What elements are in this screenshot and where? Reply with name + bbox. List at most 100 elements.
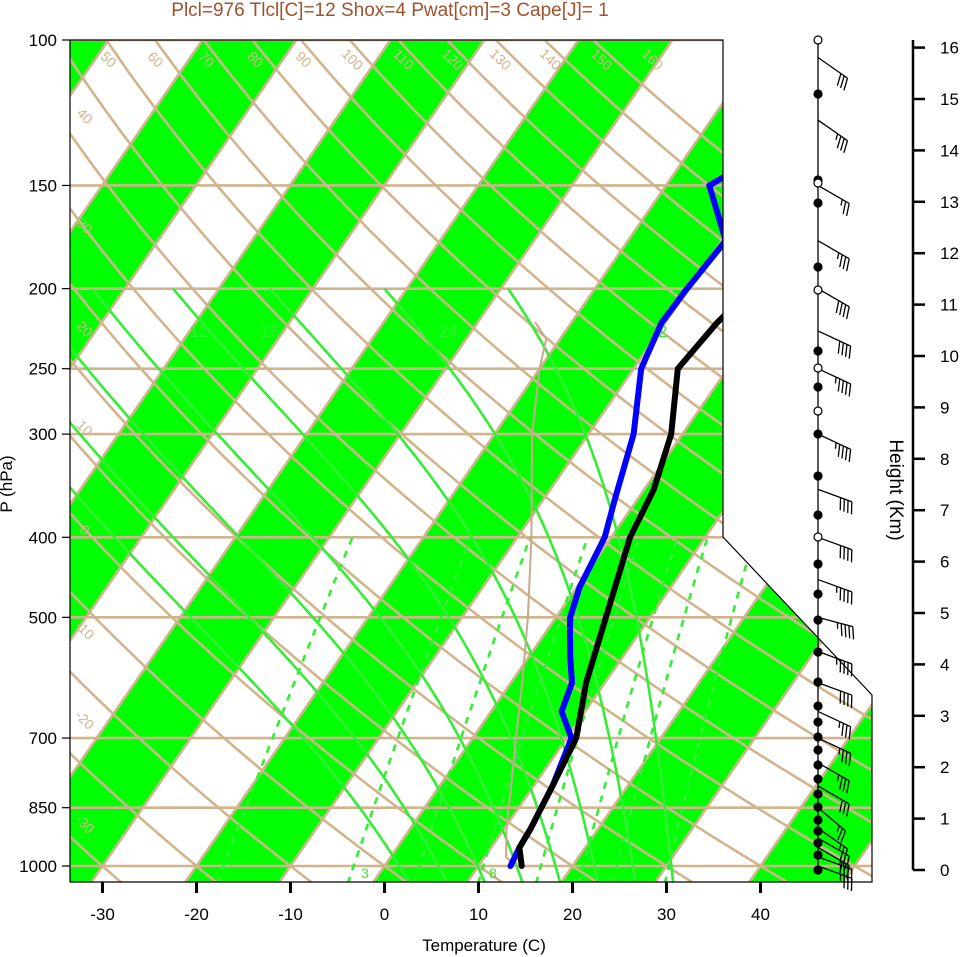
wind-barb-staff — [817, 837, 850, 857]
wind-barb-staff — [817, 240, 850, 260]
moist-adiabat-label: 16 — [261, 322, 280, 341]
wind-barb-half-feather — [834, 442, 837, 449]
pressure-tick-label: 100 — [29, 31, 57, 50]
y-axis-title: P (hPa) — [0, 455, 16, 512]
height-tick-label: 15 — [940, 90, 959, 109]
wind-barb-staff — [817, 737, 851, 754]
isotherm-band — [548, 40, 872, 882]
temperature-tick-label: -20 — [184, 905, 209, 924]
dry-adiabat-side-label: 40 — [74, 105, 96, 127]
isotherm-band — [172, 40, 872, 882]
isotherm-line — [0, 2, 41, 900]
pressure-tick-label: 200 — [29, 280, 57, 299]
pressure-tick-label: 1000 — [19, 857, 57, 876]
wind-barb-staff — [817, 433, 851, 450]
isotherm-line — [77, 40, 700, 882]
wind-barb-staff — [817, 536, 853, 551]
isotherm-label: 0 — [727, 458, 749, 480]
height-tick-label: 8 — [940, 450, 949, 469]
wind-barb-half-feather — [838, 748, 841, 755]
height-tick-label: 4 — [940, 655, 949, 674]
wind-barb-staff — [817, 785, 850, 805]
pressure-tick-label: 700 — [29, 729, 57, 748]
wind-barb-feather — [842, 256, 847, 270]
temperature-axis: -30 -20 -10 0 10 20 30 40 — [90, 882, 770, 924]
height-marker — [813, 178, 823, 188]
wind-barb-feather — [839, 861, 843, 875]
pressure-tick-label: 250 — [29, 360, 57, 379]
dry-adiabat-line — [70, 40, 530, 882]
wind-barb-feather — [842, 801, 847, 815]
temperature-tick-label: -10 — [278, 905, 303, 924]
moist-adiabat-line — [70, 287, 412, 882]
wind-barb-staff — [817, 650, 853, 665]
wind-barb-feather — [837, 378, 841, 392]
wind-barb-feather — [841, 342, 845, 356]
wind-barb-feather — [844, 624, 847, 638]
wind-barb-feather — [839, 75, 845, 89]
height-tick-label: 7 — [940, 501, 949, 520]
isotherm-line — [171, 40, 794, 882]
wind-barb-feather — [837, 828, 844, 841]
wind-barb-feather — [839, 799, 843, 813]
wind-barb-feather — [836, 73, 842, 86]
height-marker — [813, 774, 823, 784]
height-marker — [813, 717, 823, 727]
temperature-tick-label: 40 — [751, 905, 770, 924]
height-marker — [813, 89, 823, 99]
height-marker — [813, 865, 823, 875]
dry-adiabat-line — [269, 40, 872, 882]
wind-barb-staff — [817, 682, 853, 696]
wind-barb-feather — [841, 749, 845, 763]
wind-barb-half-feather — [838, 844, 842, 851]
wind-barb-feather — [839, 776, 843, 790]
mixing-ratio-line — [577, 536, 679, 882]
isotherm-band — [70, 40, 511, 882]
dry-adiabat-line — [70, 40, 872, 882]
height-marker — [813, 532, 823, 542]
dry-adiabat-line — [70, 40, 433, 882]
sounding-indices-header: Plcl=976 Tlcl[C]=12 Shox=4 Pwat[cm]=3 Ca… — [171, 0, 608, 21]
wind-barb-feather — [842, 304, 847, 318]
isotherm-label: 30 — [723, 124, 753, 154]
temperature-tick-label: 30 — [657, 905, 676, 924]
wind-barb-staff — [817, 330, 851, 347]
isotherm-line — [641, 40, 872, 882]
wind-barb-feather — [837, 444, 841, 457]
wind-barb-feather — [839, 846, 845, 859]
wind-barb-column — [813, 35, 855, 891]
height-marker — [813, 802, 823, 812]
wind-barb-feather — [843, 140, 849, 154]
wind-barb-feather — [846, 258, 850, 272]
mixing-ratio-line — [663, 536, 756, 882]
height-tick-label: 16 — [940, 39, 959, 58]
wind-barb-staff — [817, 807, 846, 832]
height-tick-label: 1 — [940, 810, 949, 829]
height-marker — [813, 838, 823, 848]
mixing-ratio-line — [346, 536, 472, 882]
wind-barb-feather — [846, 780, 850, 794]
dry-adiabat-line — [0, 2, 45, 900]
wind-barb-feather — [846, 855, 850, 869]
dry-adiabat-line — [80, 40, 872, 882]
height-marker — [813, 262, 823, 272]
moist-adiabat-line — [70, 287, 449, 882]
moist-adiabat-line — [269, 287, 600, 882]
height-marker — [813, 382, 823, 392]
isotherm-line — [70, 40, 230, 882]
height-marker — [813, 647, 823, 657]
moist-adiabat-line — [91, 287, 525, 882]
wind-barb-feather — [848, 383, 852, 397]
height-tick-label: 13 — [940, 193, 959, 212]
height-tick-label: 10 — [940, 347, 959, 366]
mixing-ratio-line — [215, 536, 354, 882]
isotherm-line — [70, 40, 418, 882]
isotherm-line — [359, 40, 872, 882]
dry-adiabat-side-label: 10 — [74, 417, 96, 439]
wind-barb-feather — [839, 138, 845, 151]
height-marker — [813, 760, 823, 770]
isotherm-band — [70, 40, 699, 882]
wind-barb-staff — [817, 578, 853, 593]
moist-adiabat-line — [172, 287, 562, 882]
mixing-ratio-line — [534, 536, 641, 882]
